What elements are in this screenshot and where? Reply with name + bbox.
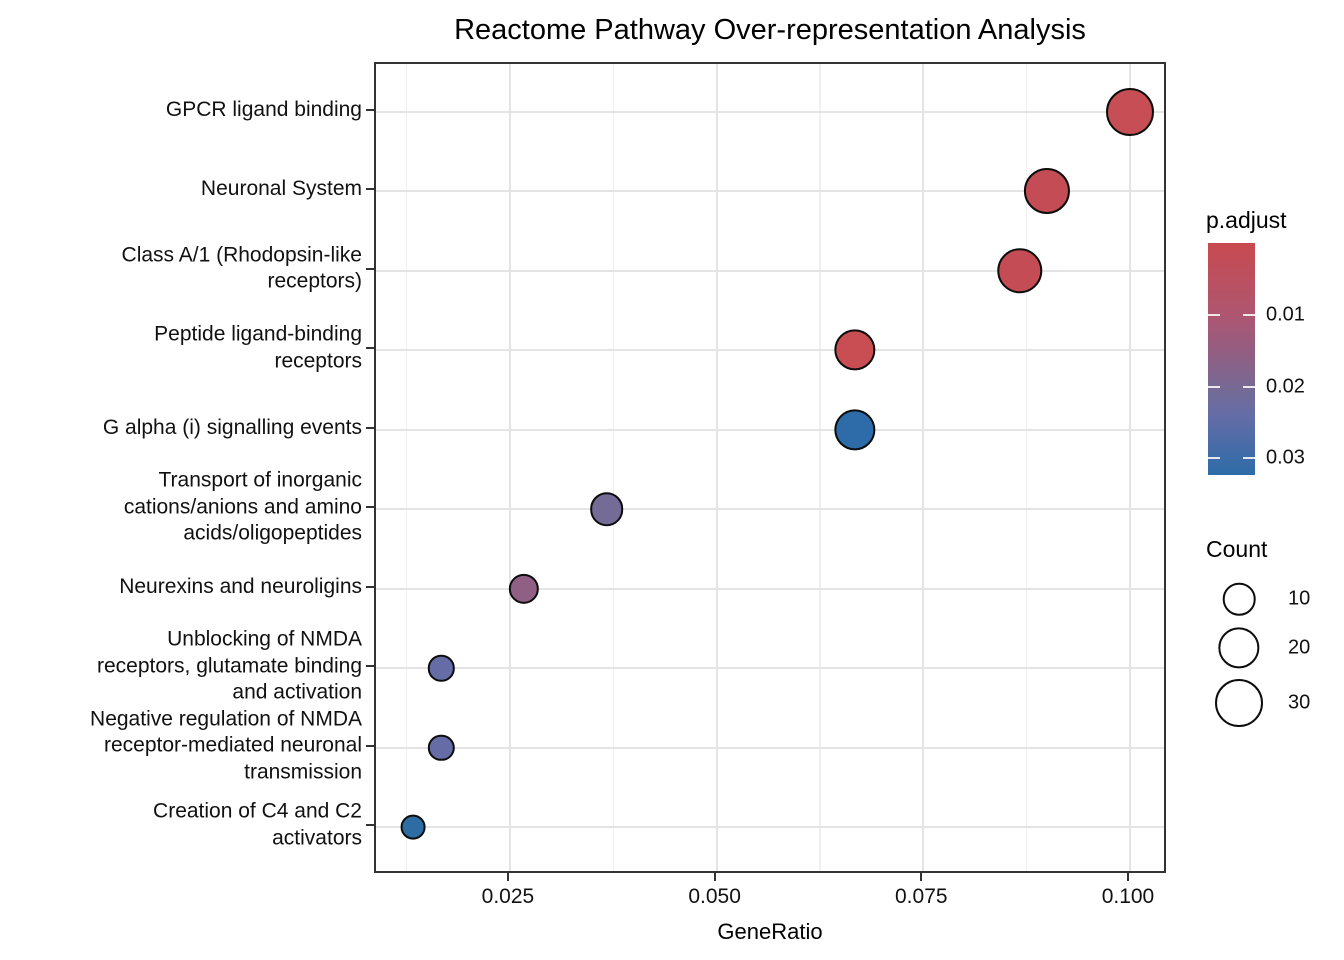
y-axis-label-line: cations/anions and amino [123, 494, 362, 518]
grid-line-horizontal-major [376, 667, 1164, 670]
colorbar-tick [1208, 457, 1220, 460]
y-axis-label-line: Class A/1 (Rhodopsin-like [121, 243, 362, 267]
colorbar-tick [1208, 385, 1220, 388]
grid-line-horizontal-major [376, 428, 1164, 431]
y-axis-tick [366, 665, 374, 668]
y-axis-label: GPCR ligand binding [0, 96, 362, 123]
grid-line-vertical-major [508, 64, 511, 871]
y-axis-label-line: receptors, glutamate binding [97, 653, 362, 677]
colorbar-tick [1208, 313, 1220, 316]
data-point [428, 654, 455, 682]
y-axis-label: Class A/1 (Rhodopsin-like receptors) [0, 242, 362, 295]
grid-line-vertical-minor [405, 64, 408, 871]
x-axis-tick [713, 873, 716, 881]
y-axis-label: Transport of inorganic cations/anions and… [0, 467, 362, 547]
y-axis-label-line: acids/oligopeptides [183, 521, 362, 545]
grid-line-vertical-minor [819, 64, 821, 871]
count-legend-title: Count [1206, 536, 1268, 562]
grid-line-vertical-major [715, 64, 718, 871]
grid-line-horizontal-major [376, 269, 1164, 272]
y-axis-label-line: Unblocking of NMDA [167, 627, 362, 651]
data-point [508, 573, 540, 604]
y-axis-label: Unblocking of NMDA receptors, glutamate b… [0, 626, 362, 706]
y-axis-tick [366, 267, 374, 270]
x-axis-tick [506, 873, 509, 881]
padjust-legend-title: p.adjust [1206, 207, 1287, 233]
count-legend-symbol [1222, 582, 1256, 616]
data-point [834, 409, 876, 451]
x-axis-tick [1126, 873, 1129, 881]
grid-line-vertical-major [1128, 64, 1131, 871]
colorbar-tick-label: 0.03 [1266, 446, 1305, 469]
grid-line-horizontal-major [376, 190, 1164, 193]
y-axis-label-line: Creation of C4 and C2 [153, 799, 362, 823]
y-axis-tick [366, 108, 374, 111]
y-axis-label: G alpha (i) signalling events [0, 414, 362, 441]
x-axis-tick-label: 0.025 [481, 885, 535, 908]
x-axis-tick-label: 0.050 [688, 885, 741, 908]
count-legend-label: 10 [1288, 587, 1311, 610]
count-legend-label: 30 [1288, 691, 1311, 714]
y-axis-label-line: receptors [274, 349, 362, 373]
y-axis-label: Peptide ligand-binding receptors [0, 322, 362, 375]
y-axis-tick [366, 824, 374, 827]
x-axis-tick-label: 0.075 [895, 885, 948, 908]
plot-panel [374, 62, 1166, 873]
grid-line-vertical-major [922, 64, 925, 871]
y-axis-label-line: and activation [232, 680, 362, 704]
data-point [1105, 87, 1154, 136]
grid-line-horizontal-major [376, 508, 1164, 511]
y-axis-label-line: Transport of inorganic [158, 468, 363, 492]
x-axis-tick-label: 0.100 [1101, 885, 1155, 908]
y-axis-tick [366, 347, 374, 350]
y-axis-label-line: Negative regulation of NMDA [90, 706, 362, 730]
y-axis-label-line: transmission [244, 759, 362, 783]
grid-line-horizontal-major [376, 349, 1164, 352]
count-legend-symbol [1215, 679, 1263, 727]
y-axis-label: Neuronal System [0, 176, 362, 203]
y-axis-tick [366, 426, 374, 429]
grid-line-horizontal-major [376, 587, 1164, 590]
y-axis-label: Neurexins and neuroligins [0, 573, 362, 600]
y-axis-label: Creation of C4 and C2 activators [0, 799, 362, 852]
data-point [589, 492, 624, 526]
data-point [997, 247, 1043, 294]
data-point [400, 814, 426, 840]
y-axis-label-line: G alpha (i) signalling events [102, 415, 362, 439]
colorbar-tick-label: 0.02 [1266, 375, 1305, 398]
grid-line-horizontal-major [376, 826, 1164, 829]
y-axis-tick [366, 585, 374, 588]
data-point [834, 329, 876, 371]
colorbar-tick-label: 0.01 [1266, 303, 1305, 326]
padjust-color-gradient-bar [1208, 243, 1255, 475]
x-axis-title: GeneRatio [717, 919, 823, 944]
count-legend-symbol [1218, 627, 1260, 669]
y-axis-label-line: receptors) [267, 269, 362, 293]
x-axis-tick [920, 873, 923, 881]
y-axis-tick [366, 744, 374, 747]
chart-title: Reactome Pathway Over-representation Ana… [454, 14, 1086, 46]
colorbar-tick [1243, 385, 1255, 388]
colorbar-tick [1243, 457, 1255, 460]
y-axis-label-line: Peptide ligand-binding [154, 322, 362, 346]
y-axis-label-line: receptor-mediated neuronal [104, 733, 362, 757]
grid-line-vertical-minor [612, 64, 615, 871]
y-axis-label: Negative regulation of NMDA receptor-medi… [0, 706, 362, 786]
y-axis-label-line: activators [272, 826, 362, 850]
y-axis-tick [366, 188, 374, 191]
grid-line-horizontal-major [376, 110, 1164, 113]
y-axis-tick [366, 506, 374, 509]
y-axis-label-line: GPCR ligand binding [165, 97, 362, 121]
colorbar-tick [1243, 313, 1255, 316]
grid-line-vertical-minor [1025, 64, 1028, 871]
y-axis-label-line: Neuronal System [200, 176, 362, 200]
y-axis-label-line: Neurexins and neuroligins [119, 574, 362, 598]
data-point [1024, 168, 1071, 215]
data-point [428, 734, 455, 761]
count-legend-label: 20 [1288, 636, 1311, 659]
grid-line-horizontal-major [376, 746, 1164, 749]
